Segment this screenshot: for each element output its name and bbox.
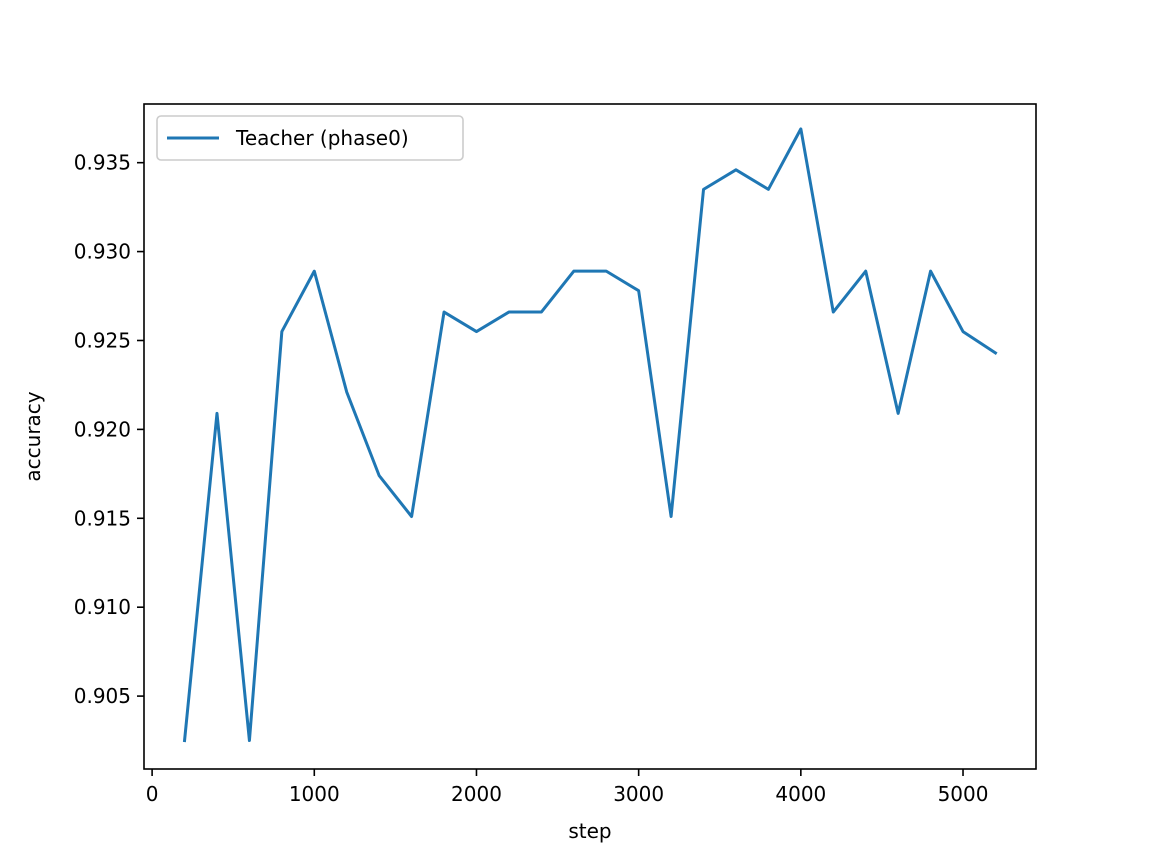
plot-frame bbox=[143, 103, 1037, 770]
x-tick-label: 4000 bbox=[775, 782, 826, 806]
x-tick-label: 5000 bbox=[938, 782, 989, 806]
y-tick-label: 0.920 bbox=[74, 417, 131, 441]
y-tick-label: 0.930 bbox=[74, 240, 131, 264]
y-tick-label: 0.915 bbox=[74, 506, 131, 530]
y-axis-ticks: 0.905 0.910 0.915 0.920 0.925 0.930 0.935 bbox=[74, 151, 144, 708]
x-tick-label: 1000 bbox=[289, 782, 340, 806]
x-axis-label: step bbox=[568, 819, 611, 843]
x-tick-label: 3000 bbox=[613, 782, 664, 806]
series-line-0 bbox=[182, 127, 998, 743]
y-tick-label: 0.905 bbox=[74, 684, 131, 708]
x-tick-label: 2000 bbox=[451, 782, 502, 806]
y-axis-label: accuracy bbox=[21, 391, 45, 481]
y-tick-label: 0.935 bbox=[74, 151, 131, 175]
legend-label: Teacher (phase0) bbox=[235, 126, 409, 150]
x-tick-label: 0 bbox=[146, 782, 159, 806]
legend-box bbox=[156, 115, 464, 161]
y-tick-label: 0.910 bbox=[74, 595, 131, 619]
y-tick-label: 0.925 bbox=[74, 328, 131, 352]
legend: Teacher (phase0) bbox=[156, 115, 464, 161]
series-layer bbox=[182, 127, 998, 743]
x-axis-ticks: 0 1000 2000 3000 4000 5000 bbox=[146, 769, 989, 806]
